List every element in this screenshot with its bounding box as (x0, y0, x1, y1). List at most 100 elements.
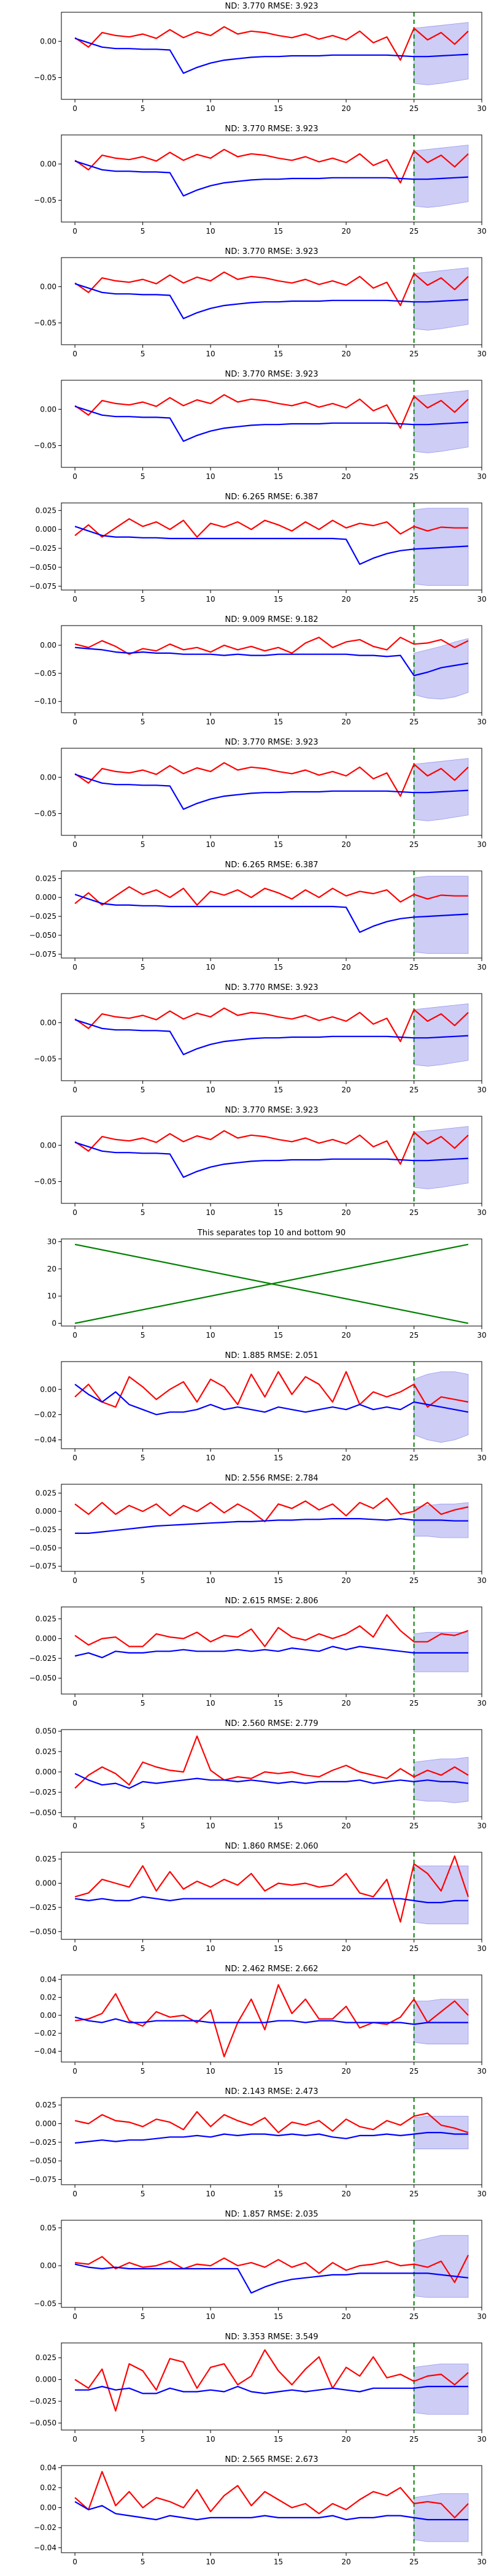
x-tick-label: 0 (72, 350, 77, 358)
chart-title: This separates top 10 and bottom 90 (197, 1229, 346, 1238)
y-tick-label: −0.050 (29, 2419, 56, 2428)
x-tick-label: 5 (141, 840, 145, 849)
x-tick-label: 20 (341, 472, 350, 481)
x-tick-label: 15 (274, 963, 283, 972)
y-tick-label: −0.10 (34, 697, 56, 706)
x-tick-label: 5 (141, 963, 145, 972)
x-tick-label: 15 (274, 2067, 283, 2076)
x-tick-label: 0 (72, 1699, 77, 1708)
x-tick-label: 25 (409, 1944, 419, 1953)
x-tick-label: 10 (206, 2190, 215, 2198)
x-tick-label: 10 (206, 104, 215, 113)
y-tick-label: 0.00 (40, 773, 56, 781)
plot-area (74, 380, 469, 467)
chart-panel: ND: 9.009 RMSE: 9.182 0 5 10 15 20 25 30 0.00 −0.… (34, 615, 486, 726)
plot-frame (61, 1606, 482, 1695)
x-tick-label: 0 (72, 104, 77, 113)
x-tick-label: 15 (274, 1576, 283, 1585)
plot-area (74, 503, 469, 590)
x-tick-label: 0 (72, 963, 77, 972)
y-tick-label: −0.075 (29, 1562, 56, 1571)
x-tick-label: 25 (409, 350, 419, 358)
y-tick-label: 0.025 (36, 1855, 56, 1863)
y-tick-label: −0.05 (34, 2299, 56, 2308)
x-tick-label: 30 (477, 1331, 486, 1340)
x-tick-label: 25 (409, 2312, 419, 2321)
x-tick-label: 20 (341, 227, 350, 236)
actual-series-line (74, 1130, 469, 1165)
y-tick-label: −0.050 (29, 1808, 56, 1817)
x-tick-label: 5 (141, 1454, 145, 1462)
y-tick-label: −0.05 (34, 196, 56, 205)
predicted-series-line (74, 2131, 468, 2144)
chart-title: ND: 1.885 RMSE: 2.051 (225, 1351, 318, 1360)
x-tick-label: 5 (141, 1576, 145, 1585)
actual-series-line (74, 1007, 469, 1043)
x-tick-label: 15 (274, 350, 283, 358)
chart-panel: ND: 2.565 RMSE: 2.673 0 5 10 15 20 25 30 0.04 0.0… (34, 2455, 486, 2566)
y-tick-label: −0.025 (29, 1903, 56, 1912)
y-tick-label: −0.02 (34, 2523, 56, 2532)
x-tick-label: 15 (274, 2435, 283, 2444)
plot-frame (61, 748, 482, 836)
y-tick-label: −0.050 (29, 1544, 56, 1552)
chart-panel: ND: 3.770 RMSE: 3.923 0 5 10 15 20 25 30 0.00 −0.… (34, 983, 486, 1094)
y-tick-label: −0.025 (29, 912, 56, 921)
y-tick-label: 0.05 (40, 2223, 56, 2232)
y-tick-label: 0.025 (36, 1614, 56, 1623)
x-tick-label: 15 (274, 1699, 283, 1708)
plot-frame (61, 380, 482, 468)
y-tick-label: 0.025 (36, 506, 56, 515)
chart-title: ND: 3.353 RMSE: 3.549 (225, 2333, 318, 2342)
y-tick-label: 0.00 (40, 37, 56, 45)
x-tick-label: 5 (141, 2435, 145, 2444)
predicted-series-line (75, 1518, 468, 1534)
x-tick-label: 20 (341, 2190, 350, 2198)
predicted-series-line (74, 2263, 469, 2294)
plot-frame (61, 257, 482, 345)
uncertainty-band (414, 1757, 469, 1803)
plot-area (74, 1975, 469, 2062)
plot-area (74, 1243, 469, 1324)
plot-frame (61, 870, 482, 959)
x-tick-label: 25 (409, 2435, 419, 2444)
uncertainty-band (414, 2363, 469, 2415)
y-tick-label: −0.04 (34, 2543, 56, 2552)
actual-series-line (74, 1855, 469, 1923)
y-tick-label: 0.000 (36, 1879, 56, 1887)
actual-series-line (74, 2255, 469, 2283)
x-tick-label: 10 (206, 227, 215, 236)
x-tick-label: 10 (206, 1944, 215, 1953)
y-tick-label: −0.04 (34, 1436, 56, 1444)
x-tick-label: 15 (274, 1208, 283, 1217)
y-tick-label: −0.075 (29, 582, 56, 591)
x-tick-label: 10 (206, 1822, 215, 1830)
chart-title: ND: 2.143 RMSE: 2.473 (225, 2087, 318, 2096)
x-tick-label: 20 (341, 1208, 350, 1217)
x-tick-label: 15 (274, 718, 283, 726)
x-tick-label: 30 (477, 718, 486, 726)
plot-frame (61, 134, 482, 223)
predicted-series-line (74, 283, 468, 320)
x-tick-label: 30 (477, 2312, 486, 2321)
x-tick-label: 20 (341, 1576, 350, 1585)
y-tick-label: 0.000 (36, 525, 56, 534)
plot-area (74, 2098, 469, 2185)
x-tick-label: 25 (409, 1454, 419, 1462)
plot-frame (61, 502, 482, 591)
x-tick-label: 15 (274, 2190, 283, 2198)
x-tick-label: 10 (206, 1331, 215, 1340)
plot-frame (61, 2342, 482, 2431)
x-tick-label: 10 (206, 2312, 215, 2321)
y-tick-label: 0 (52, 1319, 56, 1328)
x-tick-label: 20 (341, 2558, 350, 2566)
x-tick-label: 10 (206, 350, 215, 358)
y-tick-label: −0.02 (34, 1410, 56, 1419)
x-tick-label: 25 (409, 718, 419, 726)
x-tick-label: 10 (206, 2067, 215, 2076)
actual-series-line (74, 1497, 469, 1522)
y-tick-label: 0.02 (40, 1993, 56, 2002)
y-tick-label: 30 (47, 1237, 56, 1246)
x-tick-label: 30 (477, 1699, 486, 1708)
uncertainty-band (414, 2493, 469, 2542)
